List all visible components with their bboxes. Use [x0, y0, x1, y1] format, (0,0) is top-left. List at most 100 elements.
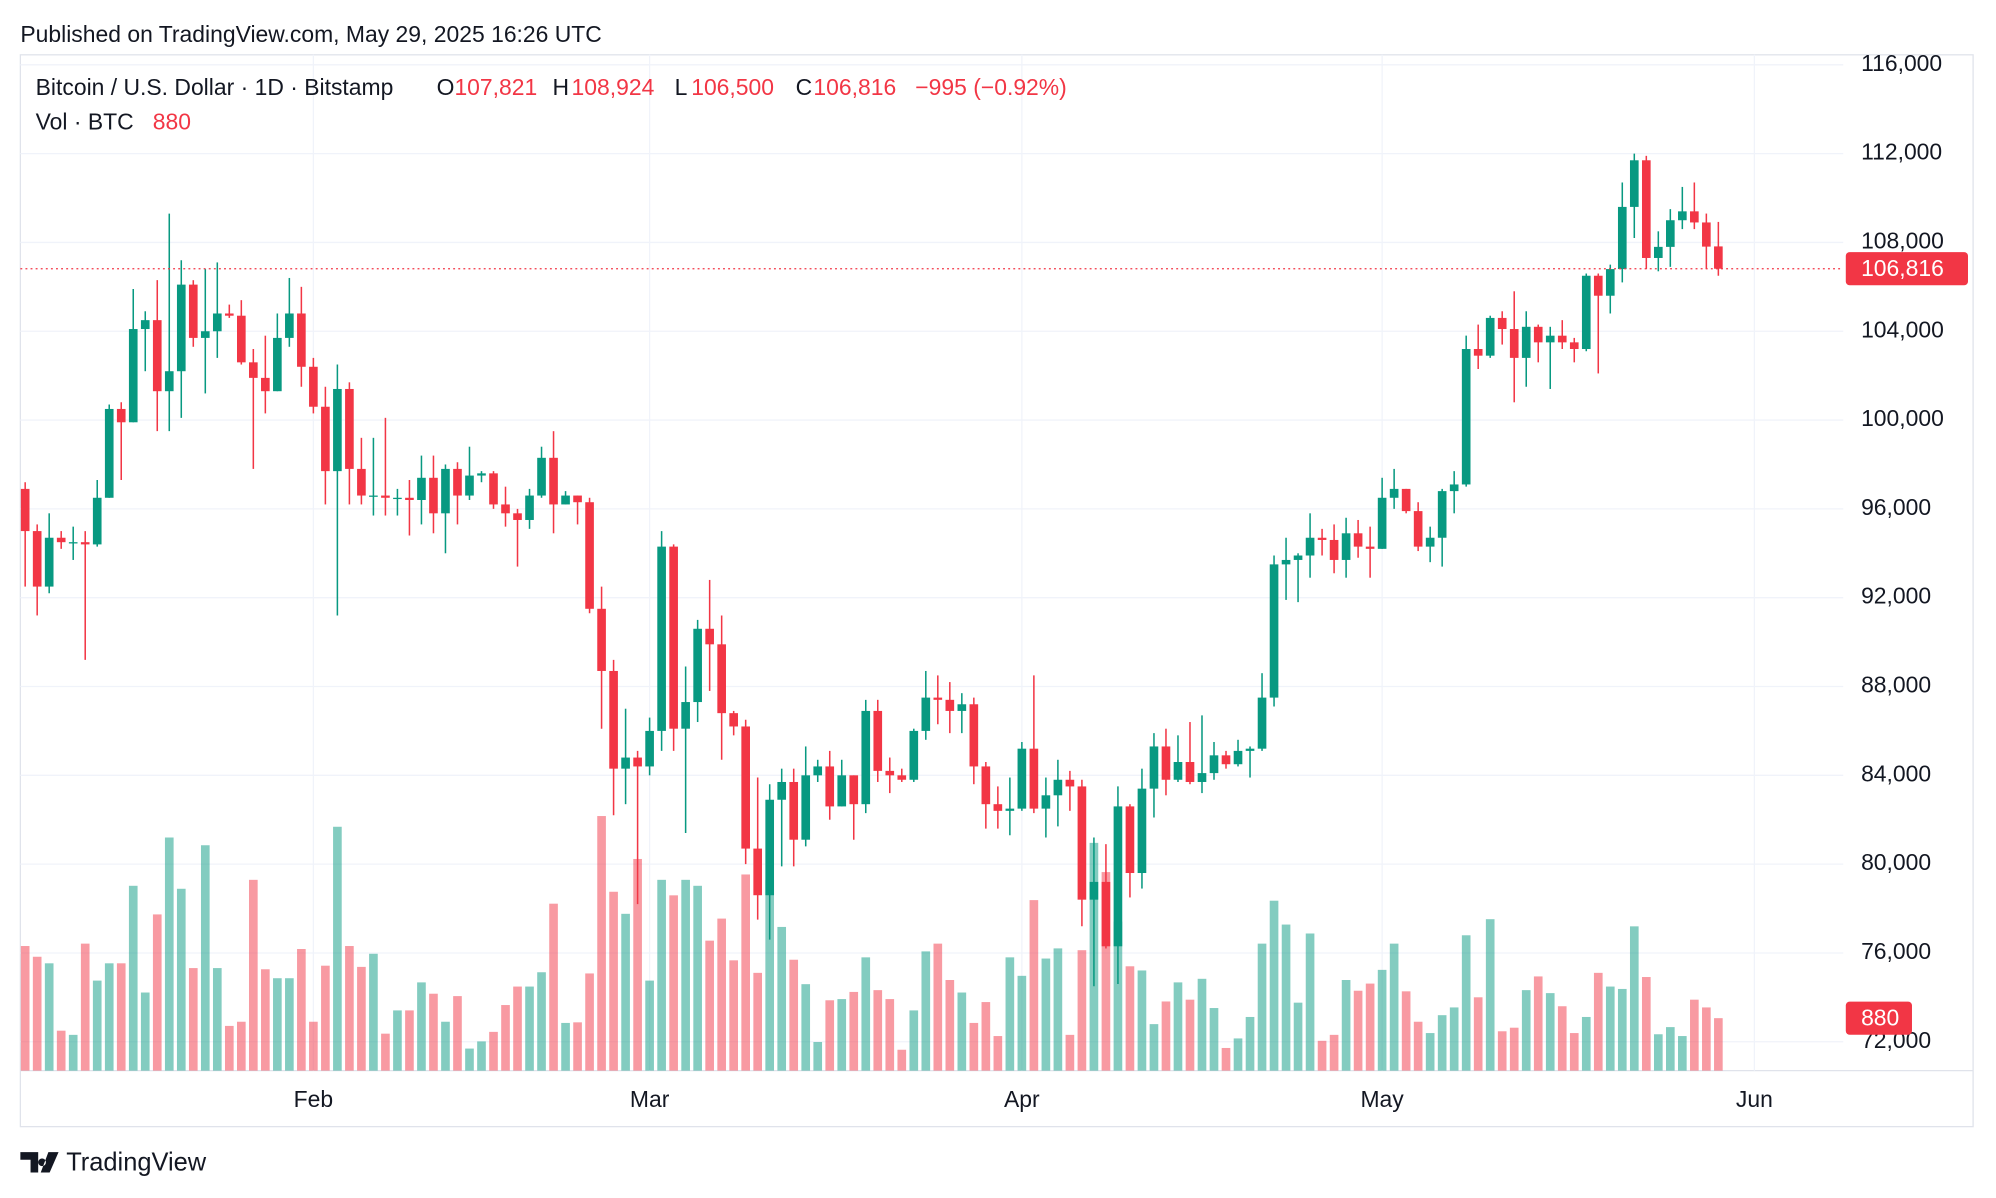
volume-bar — [405, 1010, 414, 1071]
volume-bar — [1413, 1021, 1423, 1071]
candle-body — [1617, 206, 1627, 270]
candle-body — [1161, 746, 1171, 780]
candle-body — [285, 313, 294, 338]
volume-bar — [1521, 990, 1531, 1071]
volume-bar — [885, 999, 895, 1071]
candle-body — [1509, 329, 1519, 358]
candle-body — [1581, 275, 1591, 350]
candle-body — [80, 542, 90, 545]
open-value: 107,821 — [454, 74, 537, 100]
volume-bar — [56, 1030, 66, 1071]
volume-bar — [1533, 976, 1543, 1071]
volume-bar — [1137, 970, 1147, 1071]
volume-bar — [1221, 1047, 1231, 1071]
volume-bar — [1281, 924, 1291, 1071]
last-price-label: 106,816 — [1861, 255, 1944, 281]
candle-body — [861, 710, 871, 805]
candle-body — [357, 468, 366, 496]
candle-body — [68, 542, 78, 544]
candle-body — [885, 770, 895, 776]
volume-bar — [417, 982, 426, 1071]
y-tick-label: 80,000 — [1861, 849, 1931, 875]
volume-bar — [513, 986, 522, 1071]
volume-bar — [1269, 900, 1279, 1071]
volume-bar — [104, 963, 114, 1071]
candle-body — [1185, 761, 1195, 782]
candle-body — [140, 320, 150, 330]
candle-body — [1365, 546, 1375, 549]
y-tick-label: 108,000 — [1861, 227, 1944, 253]
volume-bar — [825, 1000, 835, 1071]
candle-body — [176, 284, 186, 372]
volume-bar — [945, 980, 955, 1071]
candle-body — [933, 697, 943, 700]
volume-bar — [1113, 921, 1123, 1071]
candle-body — [441, 468, 450, 514]
volume-bar — [1678, 1036, 1687, 1071]
volume-bar — [969, 1022, 979, 1071]
candle-body — [765, 799, 775, 896]
volume-bar — [200, 845, 210, 1071]
candle-body — [104, 408, 114, 498]
candle-body — [152, 320, 162, 392]
volume-label: Vol · BTC — [36, 109, 134, 135]
volume-bar — [1377, 969, 1387, 1071]
candle-body — [1593, 275, 1603, 296]
candle-body — [741, 726, 750, 849]
candle-body — [849, 775, 859, 805]
volume-bar — [1077, 950, 1087, 1071]
volume-bar — [1569, 1033, 1579, 1071]
volume-bar — [1233, 1038, 1243, 1071]
candle-body — [1473, 349, 1483, 356]
candle-body — [1461, 349, 1471, 485]
candle-body — [1317, 537, 1327, 540]
candle-body — [1029, 748, 1039, 809]
volume-bar — [561, 1022, 570, 1071]
x-tick-label: Mar — [630, 1086, 670, 1112]
volume-bar — [1293, 1002, 1303, 1071]
candle-body — [393, 497, 402, 500]
volume-bar — [933, 943, 943, 1071]
candle-body — [1377, 497, 1387, 549]
close-value: 106,816 — [813, 74, 896, 100]
volume-bar — [80, 943, 90, 1071]
candle-body — [465, 475, 474, 496]
candle-body — [1425, 537, 1435, 547]
volume-bar — [1389, 943, 1399, 1071]
volume-bar — [212, 968, 222, 1071]
volume-bar — [1581, 1016, 1591, 1071]
candle-body — [1041, 795, 1051, 809]
x-tick-label: Feb — [294, 1086, 333, 1112]
candle-body — [44, 537, 54, 587]
candle-body — [1653, 246, 1663, 258]
volume-bar — [1497, 1031, 1507, 1071]
candle-body — [897, 775, 907, 780]
volume-bar — [1209, 1008, 1219, 1071]
volume-bar — [128, 885, 138, 1071]
candle-body — [453, 468, 462, 496]
candle-body — [1209, 755, 1219, 774]
volume-bar — [1509, 1027, 1519, 1071]
candle-body — [1125, 806, 1135, 874]
candle-body — [657, 546, 666, 731]
candle-body — [993, 804, 1003, 811]
volume-bar — [381, 1033, 390, 1071]
candle-body — [32, 531, 42, 587]
candle-body — [236, 315, 246, 363]
candle-body — [1281, 559, 1291, 565]
candle-body — [1641, 160, 1651, 258]
volume-bar — [1341, 980, 1351, 1071]
volume-bar — [1449, 1007, 1459, 1071]
volume-bar — [717, 918, 726, 1071]
volume-bar — [152, 914, 162, 1071]
y-tick-label: 96,000 — [1861, 494, 1931, 520]
volume-bar — [429, 993, 438, 1071]
x-tick-label: Jun — [1736, 1086, 1773, 1112]
candle-body — [1149, 746, 1159, 789]
candle-body — [969, 704, 979, 767]
candle-body — [789, 781, 799, 840]
volume-bar — [669, 895, 678, 1071]
candle-body — [224, 313, 234, 316]
volume-bar — [849, 991, 859, 1071]
